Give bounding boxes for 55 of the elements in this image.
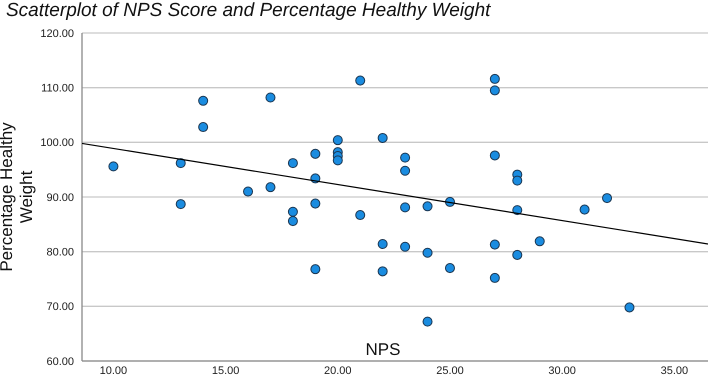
point [534, 236, 545, 246]
point [378, 266, 388, 276]
y-tick-label: 100.00 [40, 137, 74, 150]
point [400, 166, 410, 176]
point [400, 152, 410, 163]
x-axis-title: NPS [366, 340, 400, 359]
y-axis-title: Percentage Healthy Weight [0, 122, 36, 272]
point [310, 198, 320, 209]
point [332, 155, 343, 166]
y-tick-label: 60.00 [46, 356, 74, 368]
y-tick-label: 80.00 [46, 246, 74, 259]
point [422, 248, 433, 258]
point [310, 148, 320, 159]
point [422, 316, 433, 327]
x-tick-label: 10.00 [100, 364, 128, 377]
chart-title: Scatterplot of NPS Score and Percentage Healthy Weight [6, 0, 490, 22]
point [265, 182, 276, 192]
point [243, 186, 254, 197]
y-tick-label: 70.00 [46, 301, 74, 314]
point [400, 202, 410, 212]
point [490, 272, 500, 283]
point [288, 206, 298, 217]
point [490, 85, 500, 96]
point [512, 176, 522, 186]
x-tick-label: 35.00 [660, 364, 688, 377]
point [490, 150, 500, 160]
point [512, 250, 522, 260]
point [108, 161, 118, 172]
point [288, 216, 298, 226]
x-tick-label: 25.00 [436, 364, 464, 377]
point [490, 74, 500, 84]
point [288, 158, 298, 168]
y-tick-label: 110.00 [41, 82, 74, 95]
point [332, 135, 343, 146]
point [198, 96, 208, 106]
point [176, 199, 186, 210]
point [355, 210, 366, 220]
point [310, 264, 320, 274]
point [378, 239, 388, 250]
point [355, 76, 366, 86]
point [265, 92, 276, 103]
y-tick-label: 120.00 [40, 28, 74, 40]
x-tick-label: 15.00 [212, 364, 240, 377]
point [444, 263, 455, 274]
point [490, 240, 500, 250]
point [602, 193, 612, 204]
point [422, 201, 433, 212]
point [400, 242, 410, 252]
point [378, 132, 388, 143]
point [624, 302, 634, 312]
y-tick-label: 90.00 [46, 192, 74, 204]
x-tick-label: 30.00 [548, 364, 576, 377]
x-tick-label: 20.00 [324, 364, 352, 377]
point [198, 122, 208, 132]
point [580, 204, 590, 215]
